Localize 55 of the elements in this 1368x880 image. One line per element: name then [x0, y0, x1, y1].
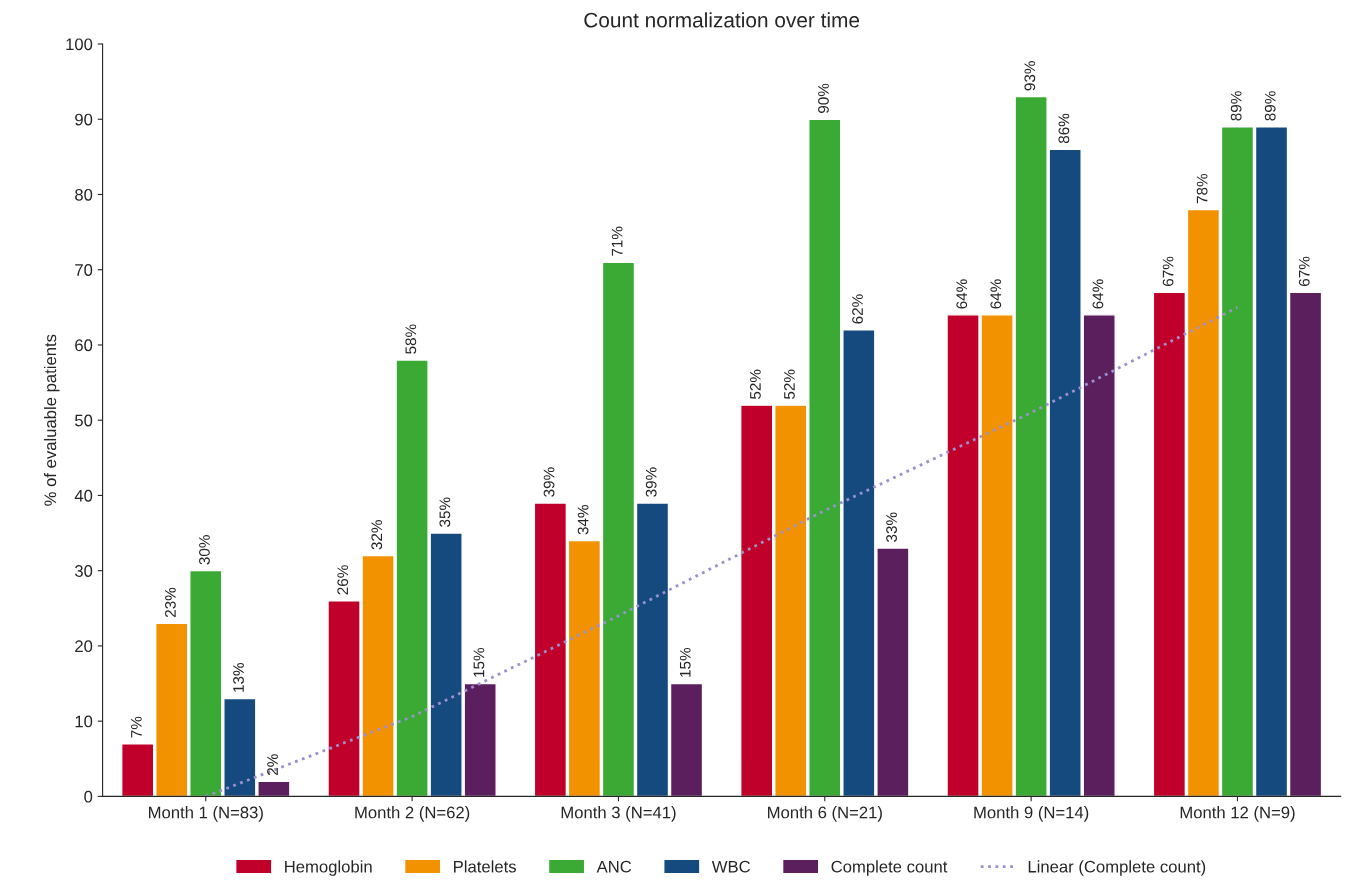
- x-tick-label: Month 2 (N=62): [355, 806, 470, 822]
- data-label: 33%: [886, 512, 897, 542]
- x-tick-label: Month 6 (N=21): [768, 806, 882, 822]
- y-tick-label: 10: [75, 715, 93, 728]
- y-tick-label: 20: [75, 640, 93, 653]
- legend-label: WBC: [711, 860, 751, 873]
- data-label: 15%: [473, 647, 485, 677]
- y-tick-label: 50: [75, 414, 93, 427]
- data-label: 86%: [1058, 113, 1070, 144]
- y-tick-label: 30: [74, 565, 93, 577]
- data-label: 90%: [818, 83, 829, 113]
- y-tick-label: 80: [75, 188, 93, 201]
- legend-label: Platelets: [454, 860, 516, 873]
- data-label: 2%: [267, 754, 278, 776]
- legend-label: ANC: [596, 860, 632, 873]
- data-label: 78%: [1196, 173, 1208, 204]
- y-tick-label: 60: [75, 339, 93, 352]
- data-label: 30%: [199, 535, 210, 565]
- data-label: 58%: [405, 324, 417, 354]
- data-label: 52%: [784, 369, 795, 399]
- legend-label: Complete count: [831, 860, 948, 876]
- x-tick-label: Month 9 (N=14): [974, 806, 1089, 822]
- data-label: 7%: [131, 716, 142, 738]
- data-label: 39%: [543, 467, 555, 497]
- data-label: 93%: [1024, 61, 1036, 91]
- x-tick-label: Month 3 (N=41): [561, 806, 676, 822]
- data-label: 64%: [1092, 279, 1104, 309]
- y-tick-label: 100: [66, 38, 93, 51]
- data-label: 71%: [611, 226, 623, 256]
- chart-title: Count normalization over time: [584, 12, 860, 28]
- data-label: 89%: [1230, 91, 1242, 121]
- data-label: 15%: [679, 647, 691, 677]
- data-label: 67%: [1298, 256, 1310, 286]
- data-label: 32%: [371, 520, 383, 550]
- data-label: 89%: [1264, 91, 1276, 121]
- data-label: 62%: [852, 294, 863, 324]
- y-tick-label: 90: [75, 113, 93, 126]
- data-label: 39%: [645, 467, 657, 497]
- data-label: 64%: [990, 279, 1002, 309]
- data-label: 23%: [165, 587, 176, 618]
- data-label: 35%: [439, 497, 451, 527]
- data-label: 26%: [337, 565, 349, 595]
- legend-label: Linear (Complete count): [1028, 860, 1206, 876]
- y-tick-label: 70: [75, 264, 93, 276]
- x-tick-label: Month 1 (N=83): [149, 806, 263, 822]
- y-tick-label: 40: [74, 489, 93, 502]
- y-axis-title: % of evaluable patients: [43, 334, 60, 506]
- data-label: 64%: [956, 279, 968, 309]
- legend-label: Hemoglobin: [285, 860, 372, 876]
- data-label: 34%: [577, 504, 589, 535]
- data-label: 67%: [1162, 256, 1174, 286]
- data-label: 13%: [233, 663, 244, 692]
- data-label: 52%: [749, 369, 761, 399]
- x-tick-label: Month 12 (N=9): [1180, 806, 1295, 822]
- y-tick-label: 0: [84, 790, 93, 803]
